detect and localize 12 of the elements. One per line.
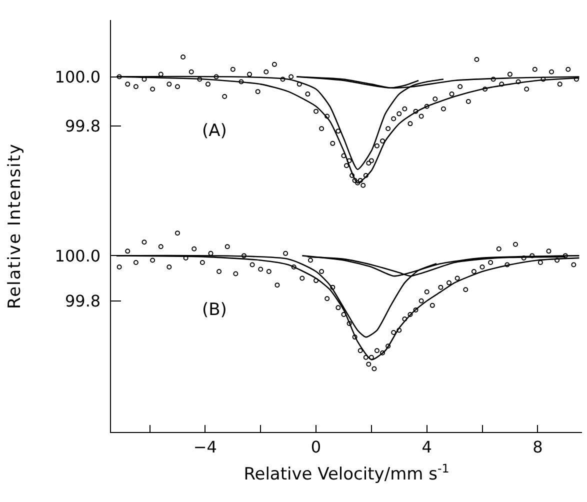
x-tick-label: −4 <box>193 437 217 456</box>
y-tick-label: 99.8 <box>64 116 101 136</box>
annotation: (B) <box>202 300 227 320</box>
x-tick-label: 8 <box>532 437 543 456</box>
x-axis-title: Relative Velocity/mm s$^{-1}$ <box>244 462 450 485</box>
y-tick-label: 100.0 <box>54 246 101 266</box>
y-axis-title: Relative Intensity <box>5 143 26 309</box>
y-tick-label: 100.0 <box>54 67 101 86</box>
x-tick-label: 4 <box>422 437 432 456</box>
x-tick-label: 0 <box>310 437 322 456</box>
y-tick-label: 99.8 <box>64 292 101 310</box>
annotation: (A) <box>202 121 227 141</box>
